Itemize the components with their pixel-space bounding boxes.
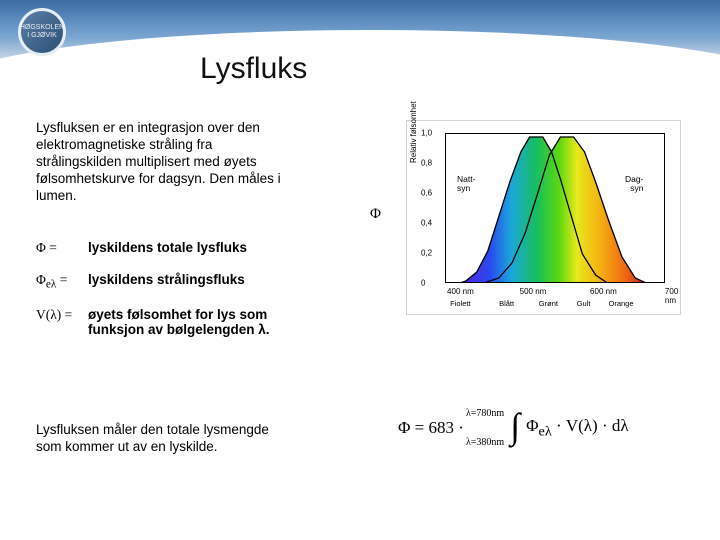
def-symbol: Φ = (36, 240, 88, 256)
x-tick: 700 nm (665, 287, 678, 305)
x-tick: 600 nm (590, 287, 617, 296)
def-symbol: V(λ) = (36, 307, 88, 337)
y-tick: 0,4 (421, 219, 432, 228)
x-tick: 500 nm (520, 287, 547, 296)
content-area: Lysfluksen er en integrasjon over den el… (0, 120, 720, 540)
chart-plot-area: Natt-syn Dag-syn (445, 133, 665, 283)
x-category: Orange (608, 299, 633, 308)
annot-nattsyn: Natt-syn (457, 175, 475, 193)
def-row: Φeλ = lyskildens strålingsfluks (36, 272, 296, 291)
def-symbol: Φeλ = (36, 272, 88, 291)
formula-lhs: Φ = 683 · (398, 418, 464, 438)
x-category: Blått (499, 299, 514, 308)
x-tick: 400 nm (447, 287, 474, 296)
curve-mask (446, 134, 665, 283)
def-row: V(λ) = øyets følsomhet for lys som funks… (36, 307, 296, 337)
logo-text: HØGSKOLEN I GJØVIK (20, 24, 64, 39)
y-tick: 1,0 (421, 129, 432, 138)
formula: Φ = 683 · λ=780nm λ=380nm ∫ Φeλ · V(λ) ·… (398, 408, 629, 448)
y-tick: 0,6 (421, 189, 432, 198)
y-tick: 0 (421, 279, 425, 288)
spectrum-band (445, 133, 665, 283)
annot-dagsyn: Dag-syn (625, 175, 643, 193)
y-tick: 0,8 (421, 159, 432, 168)
y-tick: 0,2 (421, 249, 432, 258)
page-title: Lysfluks (200, 52, 307, 86)
logo-badge: HØGSKOLEN I GJØVIK (18, 8, 66, 56)
x-category: Gult (577, 299, 591, 308)
integral-symbol: ∫ (510, 412, 520, 441)
phi-label: Φ (370, 206, 381, 223)
def-description: øyets følsomhet for lys som funksjon av … (88, 307, 296, 337)
intro-paragraph: Lysfluksen er en integrasjon over den el… (36, 120, 296, 204)
sensitivity-chart: Relativ følsomhet Natt-syn Dag-syn 1,00,… (406, 120, 681, 315)
def-description: lyskildens strålingsfluks (88, 272, 296, 291)
outro-paragraph: Lysfluksen måler den totale lysmengde so… (36, 422, 296, 456)
def-description: lyskildens totale lysfluks (88, 240, 296, 256)
formula-integrand: Φeλ · V(λ) · dλ (526, 416, 629, 440)
x-category: Grønt (539, 299, 558, 308)
chart-ylabel: Relativ følsomhet (409, 101, 418, 163)
upper-bound: λ=780nm (466, 408, 504, 419)
definitions-list: Φ = lyskildens totale lysfluks Φeλ = lys… (36, 240, 296, 353)
integral-bounds: λ=780nm λ=380nm (466, 408, 504, 448)
lower-bound: λ=380nm (466, 437, 504, 448)
x-category: Fiolett (450, 299, 470, 308)
def-row: Φ = lyskildens totale lysfluks (36, 240, 296, 256)
